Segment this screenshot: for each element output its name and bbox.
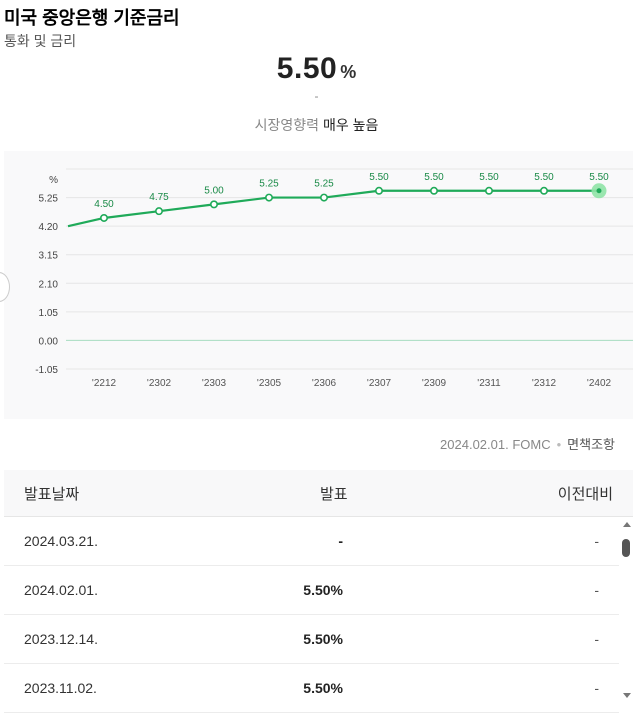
scroll-down-arrow-icon[interactable] <box>623 693 631 698</box>
table-row: 2023.12.14. 5.50% - <box>4 615 619 664</box>
row-date: 2024.03.21. <box>24 533 98 549</box>
y-tick-label: 0.00 <box>39 336 59 347</box>
x-tick-label: '2402 <box>587 378 612 389</box>
data-point <box>484 186 493 195</box>
row-announcement: 5.50% <box>303 680 343 696</box>
row-previous: - <box>594 582 599 598</box>
y-tick-label: 4.20 <box>39 222 59 233</box>
data-point <box>539 186 548 195</box>
data-point <box>155 207 164 216</box>
data-label: 5.00 <box>204 185 224 196</box>
data-point <box>429 186 438 195</box>
data-point <box>596 188 602 194</box>
y-tick-label: 5.25 <box>39 194 59 205</box>
data-label: 5.50 <box>424 172 444 183</box>
x-tick-label: '2311 <box>477 378 501 389</box>
data-label: 4.75 <box>149 192 169 203</box>
data-point <box>319 193 328 202</box>
data-label: 4.50 <box>94 199 114 210</box>
row-announcement: 5.50% <box>303 631 343 647</box>
table-scrollbar[interactable] <box>620 517 633 705</box>
scroll-up-arrow-icon[interactable] <box>623 522 631 527</box>
x-tick-label: '2302 <box>147 378 172 389</box>
x-tick-label: '2307 <box>367 378 392 389</box>
rate-chart: % 5.25 4.20 3.15 2.10 1.05 0.00 -1.05 '2212 '2302… <box>4 151 633 419</box>
scroll-thumb[interactable] <box>622 539 630 557</box>
rate-change: - <box>314 89 319 103</box>
market-impact: 시장영향력 매우 높음 <box>0 115 633 135</box>
source-date: 2024.02.01. FOMC <box>440 437 551 452</box>
data-label: 5.25 <box>314 179 334 190</box>
table-row: 2024.02.01. 5.50% - <box>4 566 619 615</box>
data-label: 5.50 <box>479 172 499 183</box>
x-tick-label: '2306 <box>312 378 337 389</box>
current-rate-value: 5.50 <box>276 52 338 85</box>
table-row: 2023.11.02. 5.50% - <box>4 664 619 713</box>
header-announcement: 발표 <box>320 486 348 503</box>
y-tick-label: -1.05 <box>35 365 58 376</box>
data-point <box>210 200 219 209</box>
row-date: 2023.11.02. <box>24 680 97 696</box>
row-previous: - <box>594 680 599 696</box>
table-row: 2024.03.21. - - <box>4 517 619 566</box>
source-info: 2024.02.01. FOMC • 면책조항 <box>440 434 615 453</box>
y-tick-label: 3.15 <box>39 251 59 262</box>
data-label: 5.50 <box>369 172 389 183</box>
row-announcement: - <box>338 533 343 549</box>
row-previous: - <box>594 631 599 647</box>
x-tick-label: '2303 <box>202 378 227 389</box>
rate-line-chart: % 5.25 4.20 3.15 2.10 1.05 0.00 -1.05 '2212 '2302… <box>35 168 633 389</box>
market-impact-label: 시장영향력 <box>254 117 319 133</box>
rate-summary: 5.50% <box>0 52 633 86</box>
page-title: 미국 중앙은행 기준금리 <box>0 0 222 28</box>
x-tick-label: '2305 <box>257 378 282 389</box>
separator-dot: • <box>556 437 562 452</box>
announcement-list[interactable]: 2024.03.21. - - 2024.02.01. 5.50% - 2023… <box>4 517 619 713</box>
y-axis-unit: % <box>49 175 58 186</box>
data-label: 5.25 <box>259 179 279 190</box>
x-tick-label: '2212 <box>92 378 117 389</box>
data-point <box>100 213 109 222</box>
market-impact-level: 매우 높음 <box>322 117 379 133</box>
disclaimer-link[interactable]: 면책조항 <box>567 437 615 452</box>
row-date: 2023.12.14. <box>24 631 98 647</box>
data-point <box>374 186 383 195</box>
x-tick-label: '2309 <box>422 378 447 389</box>
header-date: 발표날짜 <box>24 486 80 503</box>
y-tick-label: 2.10 <box>39 279 59 290</box>
row-previous: - <box>594 533 599 549</box>
category-label: 통화 및 금리 <box>4 33 77 49</box>
data-label: 5.50 <box>534 172 554 183</box>
series-line <box>67 189 599 228</box>
current-rate-unit: % <box>340 62 357 82</box>
header-previous: 이전대비 <box>557 486 613 503</box>
row-date: 2024.02.01. <box>24 582 98 598</box>
x-tick-label: '2312 <box>532 378 557 389</box>
data-point <box>264 193 273 202</box>
table-header: 발표날짜 발표 이전대비 <box>4 470 633 517</box>
row-announcement: 5.50% <box>303 582 343 598</box>
data-label: 5.50 <box>589 172 609 183</box>
y-tick-label: 1.05 <box>39 308 59 319</box>
